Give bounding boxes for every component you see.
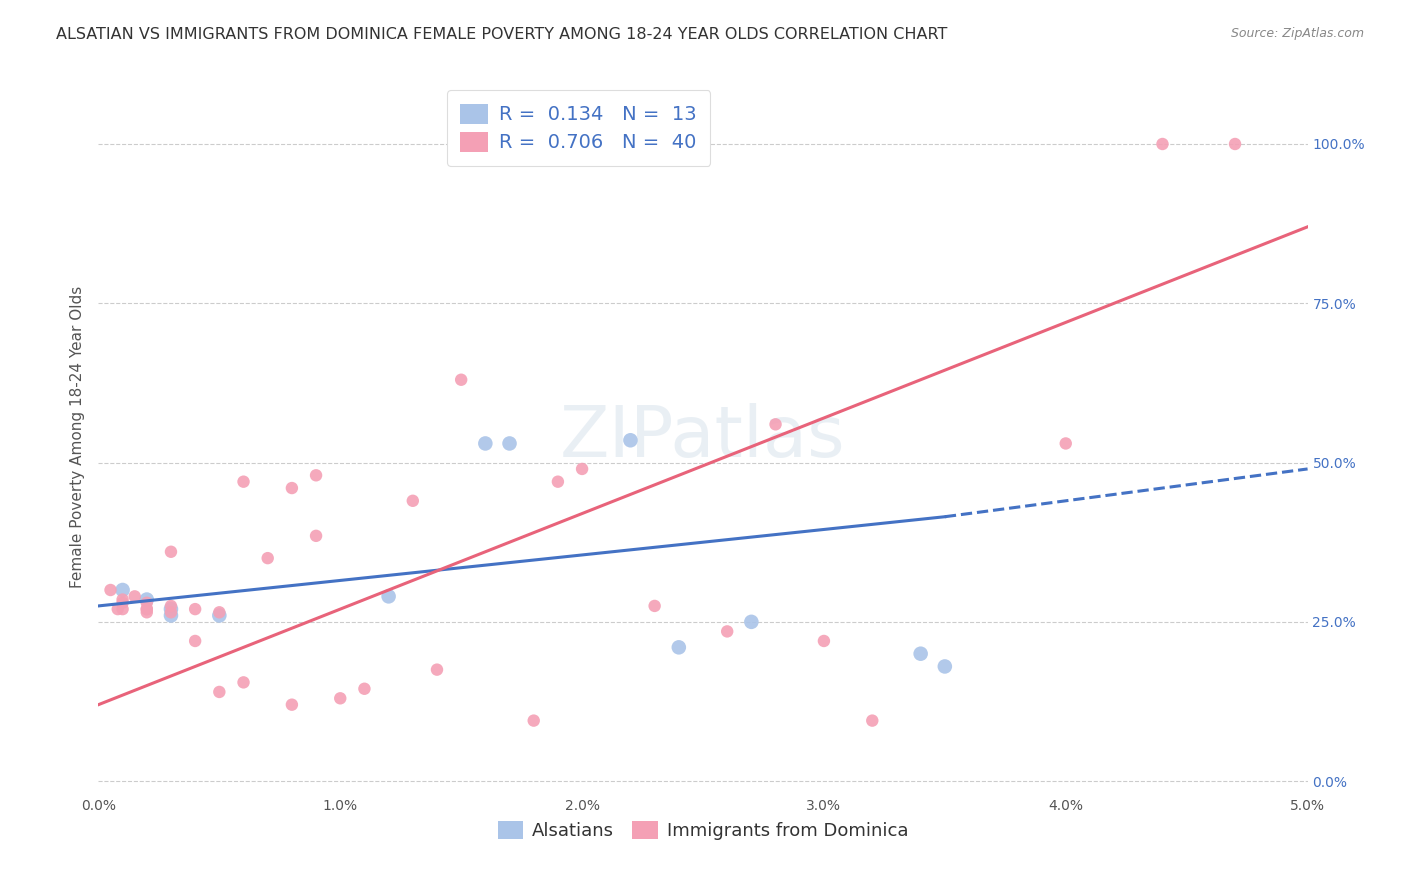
- Y-axis label: Female Poverty Among 18-24 Year Olds: Female Poverty Among 18-24 Year Olds: [69, 286, 84, 588]
- Point: [934, 659, 956, 673]
- Point: [353, 681, 375, 696]
- Point: [135, 605, 157, 619]
- Point: [523, 714, 546, 728]
- Point: [124, 590, 146, 604]
- Point: [619, 434, 641, 448]
- Point: [208, 608, 231, 623]
- Point: [377, 590, 399, 604]
- Point: [160, 599, 183, 613]
- Point: [305, 529, 328, 543]
- Point: [135, 592, 157, 607]
- Point: [184, 602, 207, 616]
- Point: [100, 582, 122, 597]
- Point: [232, 475, 254, 489]
- Text: Source: ZipAtlas.com: Source: ZipAtlas.com: [1230, 27, 1364, 40]
- Point: [644, 599, 666, 613]
- Point: [860, 714, 883, 728]
- Point: [426, 663, 449, 677]
- Point: [160, 605, 183, 619]
- Point: [160, 545, 183, 559]
- Point: [111, 602, 134, 616]
- Point: [716, 624, 738, 639]
- Point: [208, 605, 231, 619]
- Legend: Alsatians, Immigrants from Dominica: Alsatians, Immigrants from Dominica: [489, 812, 917, 849]
- Point: [135, 596, 157, 610]
- Point: [135, 602, 157, 616]
- Point: [402, 493, 425, 508]
- Point: [329, 691, 352, 706]
- Point: [281, 481, 304, 495]
- Point: [765, 417, 787, 432]
- Point: [1223, 136, 1246, 151]
- Point: [1152, 136, 1174, 151]
- Text: ALSATIAN VS IMMIGRANTS FROM DOMINICA FEMALE POVERTY AMONG 18-24 YEAR OLDS CORREL: ALSATIAN VS IMMIGRANTS FROM DOMINICA FEM…: [56, 27, 948, 42]
- Point: [232, 675, 254, 690]
- Point: [910, 647, 932, 661]
- Point: [111, 582, 134, 597]
- Point: [184, 634, 207, 648]
- Point: [281, 698, 304, 712]
- Point: [450, 373, 472, 387]
- Point: [111, 596, 134, 610]
- Point: [547, 475, 569, 489]
- Point: [571, 462, 593, 476]
- Point: [160, 608, 183, 623]
- Point: [135, 602, 157, 616]
- Text: ZIPatlas: ZIPatlas: [560, 402, 846, 472]
- Point: [160, 602, 183, 616]
- Point: [813, 634, 835, 648]
- Point: [111, 592, 134, 607]
- Point: [305, 468, 328, 483]
- Point: [256, 551, 278, 566]
- Point: [474, 436, 496, 450]
- Point: [740, 615, 762, 629]
- Point: [498, 436, 520, 450]
- Point: [208, 685, 231, 699]
- Point: [1054, 436, 1077, 450]
- Point: [668, 640, 690, 655]
- Point: [107, 602, 129, 616]
